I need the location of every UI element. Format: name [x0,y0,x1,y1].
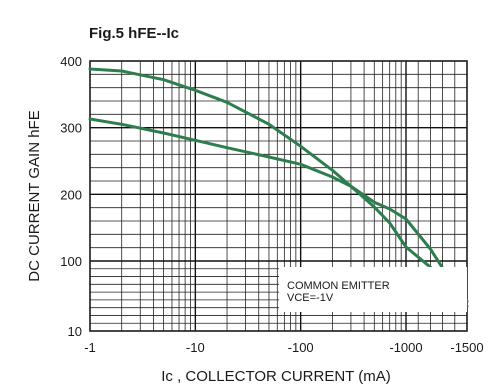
y-tick-label: 300 [60,121,82,136]
chart-title: Fig.5 hFE--Ic [89,25,179,42]
x-axis-title: Ic , COLLECTOR CURRENT (mA) [161,368,390,385]
y-tick-label: 10 [68,324,82,339]
x-tick-label: -1000 [389,340,422,355]
series-group [88,67,469,308]
y-tick-label: 400 [60,54,82,69]
series-line-2 [88,117,469,308]
x-tick-label: -100 [288,340,314,355]
annotation-line1: COMMON EMITTER [287,280,390,292]
annotation-background [279,267,467,312]
x-tick-labels: -1 -10 -100 -1000 -1500 [84,340,483,355]
grid-major [90,61,467,331]
x-tick-label: -10 [186,340,205,355]
y-tick-label: 200 [60,187,82,202]
y-tick-labels: 10 100 200 300 400 [60,54,82,339]
annotation-line2: VCE=-1V [287,292,334,304]
plot-border [89,60,468,332]
annotation-box: COMMON EMITTER VCE=-1V [279,267,467,312]
y-tick-label: 100 [60,254,82,269]
series-line-1 [88,67,469,303]
x-tick-label: -1500 [450,340,483,355]
x-tick-label: -1 [84,340,96,355]
y-axis-title: DC CURRENT GAIN hFE [26,110,43,281]
